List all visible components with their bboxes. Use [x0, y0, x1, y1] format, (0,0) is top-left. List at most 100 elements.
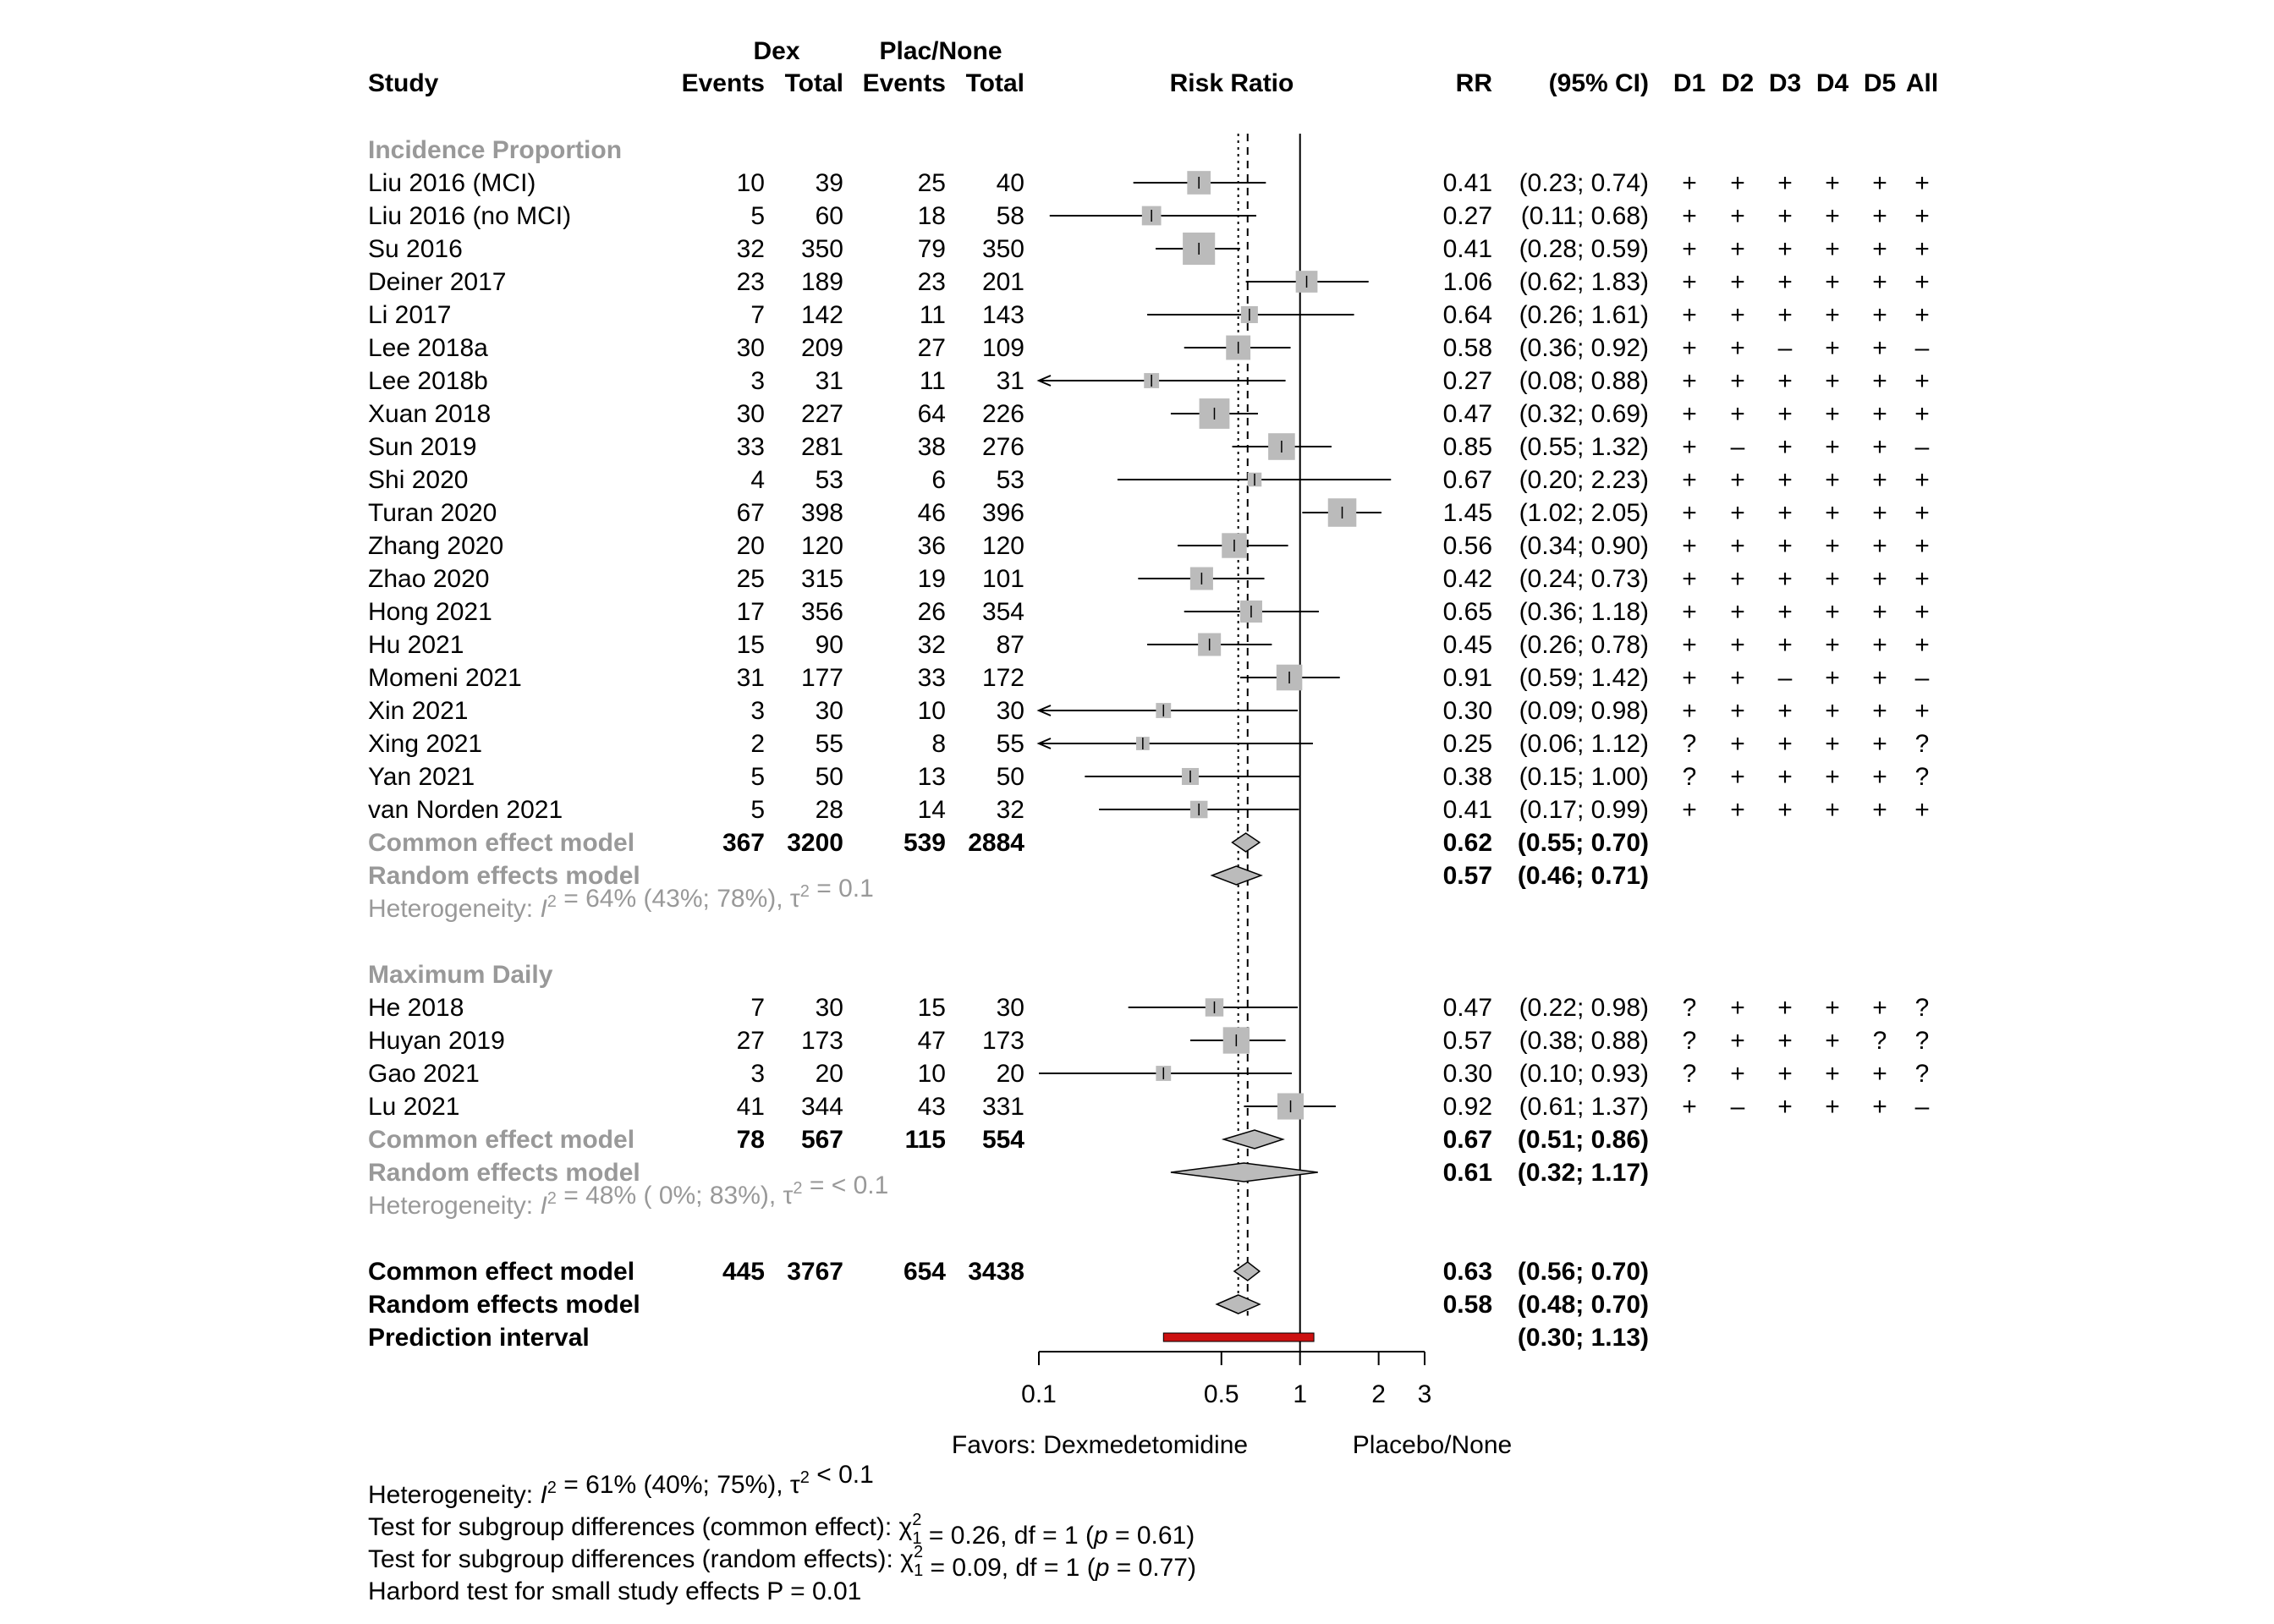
- rob-d1: ?: [1683, 1060, 1697, 1088]
- prediction-interval-bar: [1162, 1332, 1315, 1342]
- dex-total: 55: [816, 730, 843, 758]
- rob-all: ?: [1915, 1027, 1930, 1055]
- confidence-interval: (0.22; 0.98): [1519, 994, 1649, 1022]
- subgroup-title: Incidence Proportion: [368, 136, 622, 164]
- confidence-interval: (0.20; 2.23): [1519, 466, 1649, 494]
- dex-events: 23: [737, 268, 765, 296]
- dex-total: 28: [816, 796, 843, 824]
- pooled-diamond: [1233, 1261, 1261, 1281]
- plac-total: 3438: [968, 1258, 1024, 1286]
- study-name: Li 2017: [368, 301, 451, 329]
- dex-events: 67: [737, 499, 765, 527]
- dex-total: 39: [816, 169, 843, 197]
- study-name: Hong 2021: [368, 598, 492, 626]
- rob-d5: +: [1872, 433, 1887, 461]
- dex-total: 30: [816, 994, 843, 1022]
- study-name: Turan 2020: [368, 499, 497, 527]
- plac-events: 10: [918, 1060, 946, 1088]
- ci-arrow: [1036, 375, 1052, 387]
- common-effect-label: Common effect model: [368, 1126, 634, 1154]
- rob-d1: +: [1682, 301, 1697, 329]
- random-effect-label: Random effects model: [368, 1159, 640, 1187]
- plac-events: 26: [918, 598, 946, 626]
- risk-ratio-value: 0.67: [1443, 466, 1492, 494]
- risk-ratio-value: 0.64: [1443, 301, 1492, 329]
- rob-d4: +: [1825, 202, 1840, 230]
- header-risk-ratio: Risk Ratio: [1170, 69, 1294, 97]
- header-rr: RR: [1456, 69, 1493, 97]
- common-effect-label: Common effect model: [368, 829, 634, 857]
- confidence-interval: (0.26; 0.78): [1519, 631, 1649, 659]
- rob-all: –: [1915, 1093, 1930, 1121]
- header-domain-d1: D1: [1673, 69, 1706, 97]
- rob-all: +: [1914, 367, 1930, 395]
- rob-d2: +: [1730, 730, 1745, 758]
- dex-events: 7: [750, 301, 765, 329]
- plac-total: 87: [997, 631, 1024, 659]
- plac-total: 201: [982, 268, 1024, 296]
- risk-ratio-value: 0.30: [1443, 1060, 1492, 1088]
- rob-d3: +: [1777, 796, 1793, 824]
- study-name: Yan 2021: [368, 763, 475, 791]
- rob-d3: –: [1778, 664, 1793, 692]
- risk-ratio-value: 0.25: [1443, 730, 1492, 758]
- dex-events: 30: [737, 334, 765, 362]
- plac-events: 43: [918, 1093, 946, 1121]
- risk-ratio-value: 0.41: [1443, 235, 1492, 263]
- rob-d2: +: [1730, 664, 1745, 692]
- pooled-rr-value: 0.67: [1443, 1126, 1492, 1154]
- plac-total: 101: [982, 565, 1024, 593]
- confidence-interval: (0.17; 0.99): [1519, 796, 1649, 824]
- rob-d3: +: [1777, 235, 1793, 263]
- header-dex: Dex: [753, 37, 799, 65]
- plac-total: 32: [997, 796, 1024, 824]
- rob-all: +: [1914, 301, 1930, 329]
- plac-events: 36: [918, 532, 946, 560]
- rob-d2: +: [1730, 334, 1745, 362]
- rob-d2: +: [1730, 796, 1745, 824]
- dex-total: 142: [801, 301, 843, 329]
- rob-d3: +: [1777, 994, 1793, 1022]
- risk-ratio-value: 0.45: [1443, 631, 1492, 659]
- dex-events: 27: [737, 1027, 765, 1055]
- ci-arrow: [1036, 705, 1052, 716]
- pooled-diamond: [1215, 1294, 1261, 1314]
- confidence-interval: (0.10; 0.93): [1519, 1060, 1649, 1088]
- plac-events: 32: [918, 631, 946, 659]
- rob-d1: +: [1682, 334, 1697, 362]
- rob-d1: +: [1682, 697, 1697, 725]
- plac-total: 173: [982, 1027, 1024, 1055]
- rob-d1: +: [1682, 664, 1697, 692]
- dex-total: 3767: [787, 1258, 843, 1286]
- risk-ratio-value: 0.58: [1443, 334, 1492, 362]
- confidence-interval: (0.15; 1.00): [1519, 763, 1649, 791]
- risk-ratio-value: 0.30: [1443, 697, 1492, 725]
- dex-total: 177: [801, 664, 843, 692]
- plac-total: 172: [982, 664, 1024, 692]
- dex-events: 4: [750, 466, 765, 494]
- rob-d3: +: [1777, 598, 1793, 626]
- dex-events: 20: [737, 532, 765, 560]
- pooled-diamond: [1170, 1162, 1318, 1182]
- pooled-ci: (0.32; 1.17): [1518, 1159, 1649, 1187]
- rob-d3: +: [1777, 202, 1793, 230]
- rob-d5: +: [1872, 400, 1887, 428]
- subgroup-title: Maximum Daily: [368, 961, 553, 989]
- rob-d5: +: [1872, 499, 1887, 527]
- dex-total: 227: [801, 400, 843, 428]
- risk-ratio-value: 0.92: [1443, 1093, 1492, 1121]
- confidence-interval: (0.08; 0.88): [1519, 367, 1649, 395]
- rob-d5: +: [1872, 202, 1887, 230]
- rob-all: +: [1914, 532, 1930, 560]
- plac-total: 2884: [968, 829, 1024, 857]
- ci-arrow: [1036, 738, 1052, 749]
- plac-events: 13: [918, 763, 946, 791]
- dex-events: 15: [737, 631, 765, 659]
- rob-d4: +: [1825, 499, 1840, 527]
- plac-total: 40: [997, 169, 1024, 197]
- risk-ratio-value: 1.06: [1443, 268, 1492, 296]
- dex-total: 90: [816, 631, 843, 659]
- plac-events: 25: [918, 169, 946, 197]
- plac-events: 33: [918, 664, 946, 692]
- study-name: Liu 2016 (MCI): [368, 169, 536, 197]
